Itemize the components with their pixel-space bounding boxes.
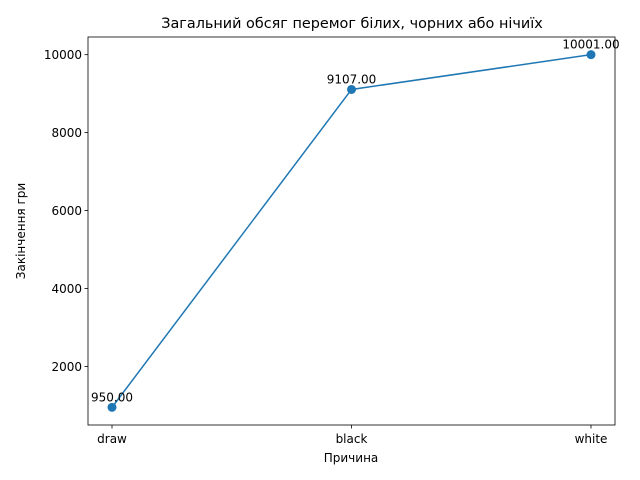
data-label: 10001.00	[562, 38, 619, 52]
data-point	[107, 402, 117, 412]
y-tick-label: 8000	[51, 126, 82, 140]
data-point	[347, 84, 356, 94]
y-axis-label: Закінчення гри	[14, 183, 28, 279]
chart-title: Загальний обсяг перемог білих, чорних аб…	[161, 16, 543, 32]
data-point	[586, 50, 596, 60]
x-tick-label: draw	[97, 432, 127, 446]
data-label: 950.00	[91, 390, 133, 404]
y-tick-label: 6000	[51, 204, 82, 218]
y-axis: 2000 4000 6000 8000 10000	[44, 48, 88, 374]
series-line	[107, 50, 596, 412]
series-path	[111, 53, 592, 408]
x-tick-label: black	[336, 432, 368, 446]
y-tick-label: 4000	[51, 282, 82, 296]
data-labels: 950.00 9107.00 10001.00	[91, 38, 620, 405]
plot-area	[87, 36, 616, 426]
x-axis: draw black white	[97, 425, 607, 446]
y-tick-label: 10000	[44, 48, 82, 62]
y-tick-label: 2000	[51, 360, 82, 374]
data-label: 9107.00	[327, 72, 377, 86]
x-tick-label: white	[575, 432, 608, 446]
x-axis-label: Причина	[324, 451, 379, 465]
